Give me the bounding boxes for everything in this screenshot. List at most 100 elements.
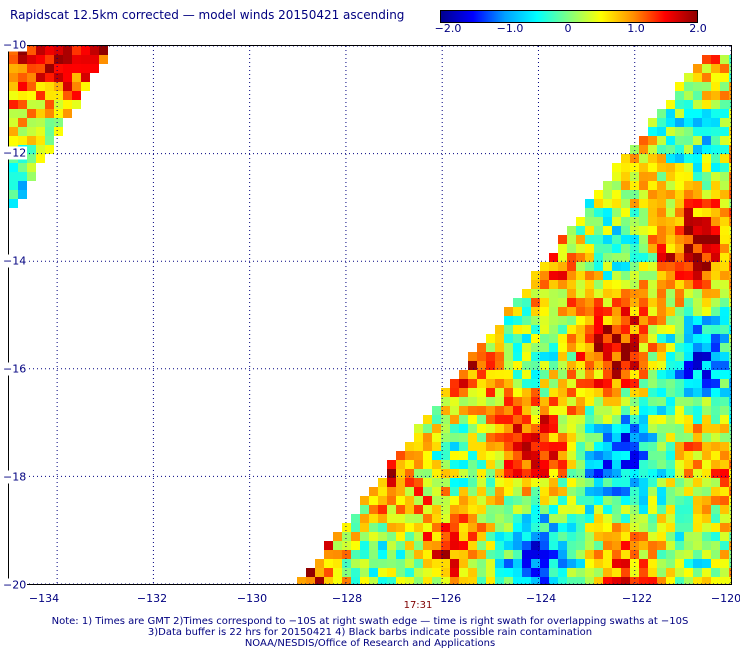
heatmap-cell — [702, 532, 711, 541]
heatmap-cell — [675, 100, 684, 109]
heatmap-cell — [432, 559, 441, 568]
heatmap-cell — [513, 487, 522, 496]
heatmap-cell — [54, 91, 63, 100]
heatmap-cell — [468, 460, 477, 469]
heatmap-cell — [63, 55, 72, 64]
heatmap-cell — [603, 397, 612, 406]
heatmap-cell — [702, 73, 711, 82]
heatmap-cell — [432, 577, 441, 584]
heatmap-cell — [675, 280, 684, 289]
heatmap-cell — [585, 253, 594, 262]
heatmap-cell — [585, 496, 594, 505]
heatmap-cell — [684, 559, 693, 568]
heatmap-cell — [405, 460, 414, 469]
heatmap-cell — [468, 523, 477, 532]
heatmap-cell — [594, 532, 603, 541]
heatmap-cell — [477, 478, 486, 487]
heatmap-cell — [36, 118, 45, 127]
heatmap-cell — [36, 154, 45, 163]
heatmap-cell — [675, 469, 684, 478]
heatmap-cell — [315, 577, 324, 584]
heatmap-cell — [477, 577, 486, 584]
heatmap-cell — [486, 433, 495, 442]
heatmap-cell — [648, 208, 657, 217]
heatmap-cell — [531, 397, 540, 406]
heatmap-cell — [441, 514, 450, 523]
heatmap-cell — [702, 91, 711, 100]
heatmap-cell — [576, 325, 585, 334]
heatmap-cell — [603, 577, 612, 584]
heatmap-cell — [693, 271, 702, 280]
heatmap-cell — [657, 343, 666, 352]
heatmap-cell — [648, 172, 657, 181]
heatmap-cell — [513, 523, 522, 532]
heatmap-cell — [513, 406, 522, 415]
heatmap-cell — [702, 190, 711, 199]
heatmap-cell — [540, 523, 549, 532]
heatmap-cell — [531, 523, 540, 532]
heatmap-cell — [495, 379, 504, 388]
heatmap-cell — [486, 352, 495, 361]
heatmap-cell — [414, 523, 423, 532]
heatmap-cell — [648, 523, 657, 532]
heatmap-cell — [576, 532, 585, 541]
heatmap-cell — [504, 451, 513, 460]
heatmap-cell — [54, 109, 63, 118]
heatmap-cell — [459, 388, 468, 397]
heatmap-cell — [477, 559, 486, 568]
heatmap-cell — [387, 577, 396, 584]
heatmap-cell — [558, 361, 567, 370]
heatmap-cell — [360, 550, 369, 559]
heatmap-cell — [684, 496, 693, 505]
heatmap-cell — [648, 127, 657, 136]
heatmap-cell — [630, 289, 639, 298]
heatmap-cell — [621, 451, 630, 460]
heatmap-cell — [630, 487, 639, 496]
heatmap-cell — [621, 424, 630, 433]
heatmap-cell — [648, 181, 657, 190]
heatmap-cell — [630, 280, 639, 289]
heatmap-cell — [648, 415, 657, 424]
heatmap-cell — [639, 181, 648, 190]
heatmap-cell — [522, 568, 531, 577]
heatmap-cell — [729, 568, 731, 577]
heatmap-cell — [477, 550, 486, 559]
heatmap-cell — [576, 271, 585, 280]
heatmap-cell — [531, 289, 540, 298]
heatmap-cell — [558, 307, 567, 316]
heatmap-cell — [540, 307, 549, 316]
heatmap-cell — [522, 334, 531, 343]
heatmap-cell — [540, 352, 549, 361]
heatmap-cell — [729, 55, 731, 64]
heatmap-cell — [729, 64, 731, 73]
heatmap-cell — [549, 262, 558, 271]
heatmap-cell — [702, 550, 711, 559]
heatmap-cell — [531, 388, 540, 397]
heatmap-cell — [585, 433, 594, 442]
heatmap-cell — [603, 442, 612, 451]
heatmap-cell — [504, 379, 513, 388]
heatmap-cell — [666, 199, 675, 208]
heatmap-cell — [576, 397, 585, 406]
x-tick-label: −122 — [621, 592, 653, 605]
heatmap-cell — [522, 433, 531, 442]
heatmap-cell — [360, 577, 369, 584]
heatmap-cell — [495, 397, 504, 406]
heatmap-cell — [531, 316, 540, 325]
heatmap-cell — [711, 73, 720, 82]
heatmap-cell — [585, 217, 594, 226]
heatmap-cell — [603, 244, 612, 253]
heatmap-cell — [459, 523, 468, 532]
heatmap-cell — [351, 559, 360, 568]
heatmap-cell — [495, 325, 504, 334]
heatmap-cell — [594, 289, 603, 298]
heatmap-cell — [612, 217, 621, 226]
heatmap-cell — [675, 136, 684, 145]
heatmap-cell — [45, 118, 54, 127]
heatmap-cell — [549, 343, 558, 352]
heatmap-cell — [81, 55, 90, 64]
heatmap-cell — [720, 334, 729, 343]
heatmap-cell — [378, 487, 387, 496]
heatmap-cell — [603, 559, 612, 568]
heatmap-cell — [468, 406, 477, 415]
